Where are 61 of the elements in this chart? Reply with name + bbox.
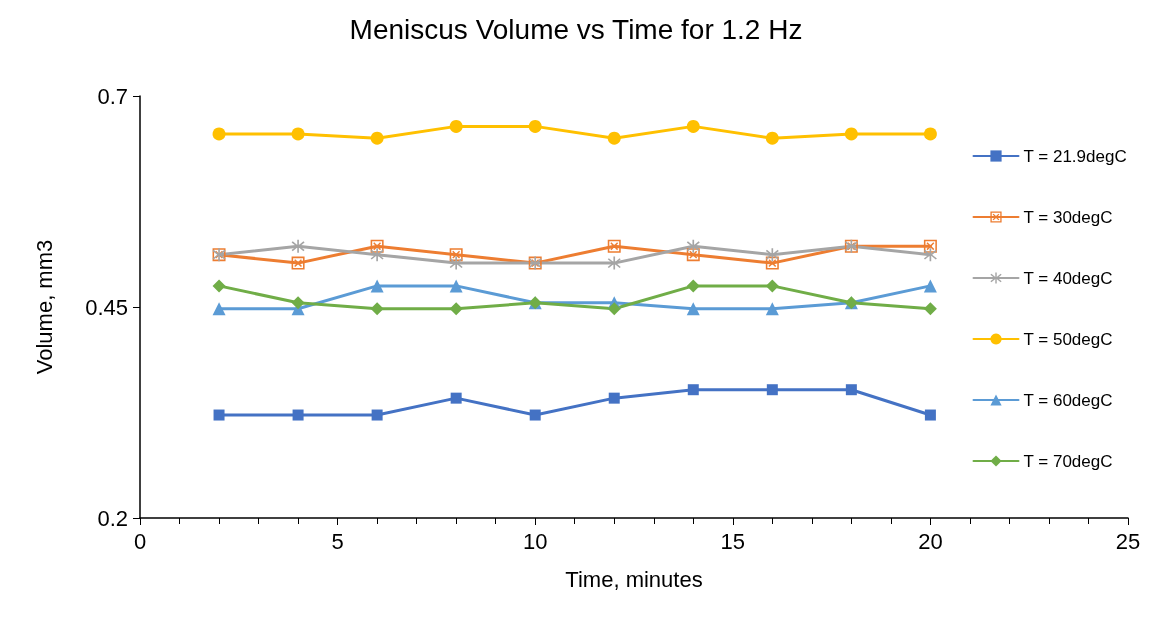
point (923, 248, 937, 262)
point (450, 392, 462, 404)
point (449, 302, 463, 316)
y-tick-label: 0.45 (85, 294, 128, 320)
legend-label: T = 60degC (1023, 390, 1113, 410)
point (686, 119, 700, 133)
point (607, 131, 621, 145)
y-axis-title: Volume, mm3 (31, 239, 57, 375)
legend-label: T = 50degC (1023, 329, 1113, 349)
y-tick-label: 0.2 (97, 505, 128, 531)
point (607, 239, 621, 253)
point (529, 409, 541, 421)
point (765, 248, 779, 262)
x-tick-label: 25 (1115, 528, 1141, 554)
x-axis-title: Time, minutes (565, 566, 703, 592)
point (765, 302, 779, 316)
point (686, 239, 700, 253)
x-tick-label: 20 (918, 528, 943, 554)
point (607, 302, 621, 316)
point (370, 248, 384, 262)
point (449, 119, 463, 133)
legend-label: T = 21.9degC (1023, 146, 1127, 166)
chart-title: Meniscus Volume vs Time for 1.2 Hz (349, 13, 803, 45)
point (291, 127, 305, 141)
x-tick-label: 10 (522, 528, 548, 554)
point (292, 409, 304, 421)
x-tick-label: 5 (331, 528, 344, 554)
point (291, 256, 305, 270)
legend-label: T = 40degC (1023, 268, 1113, 288)
point (845, 384, 857, 396)
point (923, 279, 937, 293)
point (291, 296, 305, 310)
point (687, 384, 699, 396)
point (212, 279, 226, 293)
point (212, 302, 226, 316)
point (528, 119, 542, 133)
point (449, 256, 463, 270)
x-tick-label: 0 (133, 528, 147, 554)
point (370, 279, 384, 293)
legend-label: T = 70degC (1023, 451, 1113, 471)
point (844, 127, 858, 141)
point (607, 256, 621, 270)
point (370, 302, 384, 316)
point (212, 127, 226, 141)
point (765, 131, 779, 145)
point (924, 409, 936, 421)
x-tick-label: 15 (720, 528, 746, 554)
point (923, 302, 937, 316)
point (371, 409, 383, 421)
point (923, 127, 937, 141)
point (766, 384, 778, 396)
point (370, 131, 384, 145)
point (213, 409, 225, 421)
point (765, 279, 779, 293)
point (608, 392, 620, 404)
point (291, 239, 305, 253)
point (449, 279, 463, 293)
legend-label: T = 30degC (1023, 207, 1113, 227)
point (686, 279, 700, 293)
y-tick-label: 0.7 (97, 83, 128, 109)
point (686, 302, 700, 316)
